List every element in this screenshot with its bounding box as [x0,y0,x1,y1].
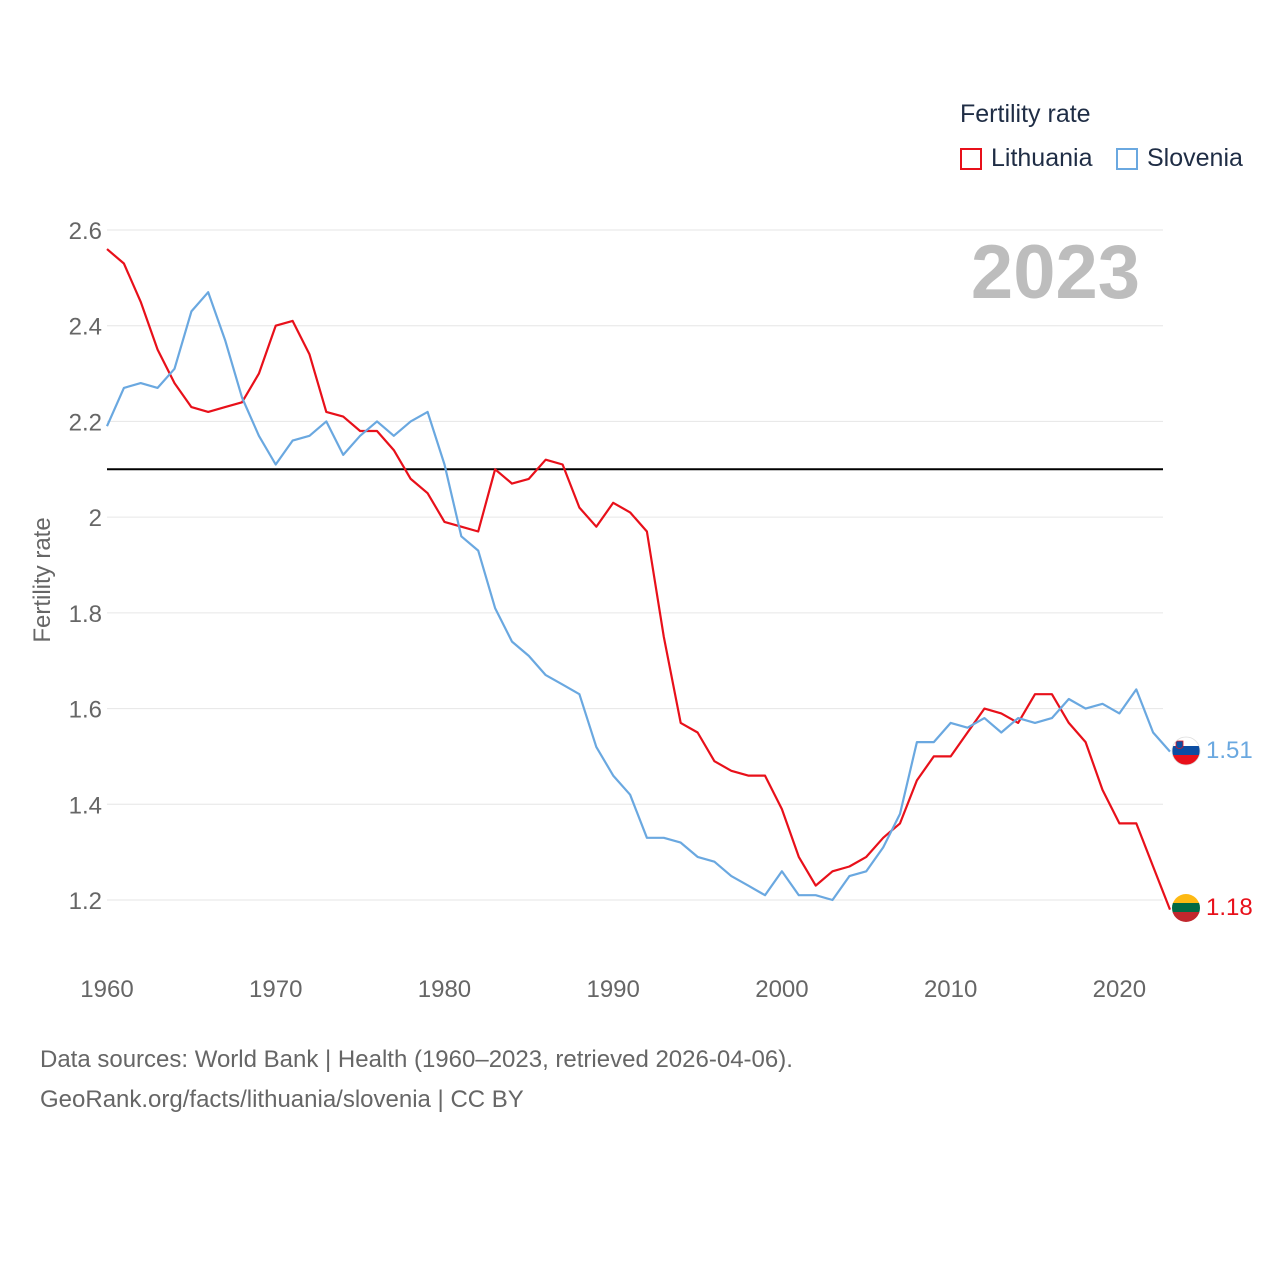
y-axis-label: Fertility rate [29,517,56,642]
y-axis-ticks: 1.2 1.4 1.6 1.8 2 2.2 2.4 2.6 [69,218,102,915]
y-tick-label: 1.4 [69,792,102,819]
legend-item-slovenia[interactable]: Slovenia [1116,144,1243,173]
gridlines [107,229,1163,901]
y-tick-label: 2.6 [69,218,102,245]
series-line-slovenia [105,291,1171,902]
legend-swatch-lithuania [960,147,982,170]
x-tick-label: 2010 [924,976,977,1003]
y-tick-label: 1.6 [69,697,102,724]
slovenia-flag-icon [1171,736,1201,766]
lithuania-flag-icon [1172,894,1200,922]
legend-label-lithuania: Lithuania [991,144,1093,172]
x-tick-label: 1970 [249,976,302,1003]
series-line-lithuania [106,248,1172,911]
legend-item-lithuania[interactable]: Lithuania [960,144,1092,173]
x-tick-label: 1990 [586,976,639,1003]
x-tick-label: 1980 [418,976,471,1003]
y-tick-label: 2.4 [69,314,102,341]
legend-swatch-slovenia [1116,147,1138,170]
legend-title: Fertility rate [960,100,1091,128]
x-tick-label: 1960 [80,976,133,1003]
year-watermark: 2023 [971,230,1140,315]
x-tick-label: 2000 [755,976,808,1003]
legend-label-slovenia: Slovenia [1147,144,1243,172]
x-axis-ticks: 1960 1970 1980 1990 2000 2010 2020 [80,976,1146,1003]
end-label-slovenia: 1.51 [1206,737,1253,764]
x-tick-label: 2020 [1093,976,1146,1003]
footer-credit: GeoRank.org/facts/lithuania/slovenia | C… [40,1086,524,1113]
footer-sources: Data sources: World Bank | Health (1960–… [40,1046,793,1073]
end-label-lithuania: 1.18 [1206,894,1253,921]
y-tick-label: 1.8 [69,601,102,628]
y-tick-label: 1.2 [69,888,102,915]
y-tick-label: 2 [89,505,102,532]
series-lines [105,248,1172,911]
y-tick-label: 2.2 [69,409,102,436]
